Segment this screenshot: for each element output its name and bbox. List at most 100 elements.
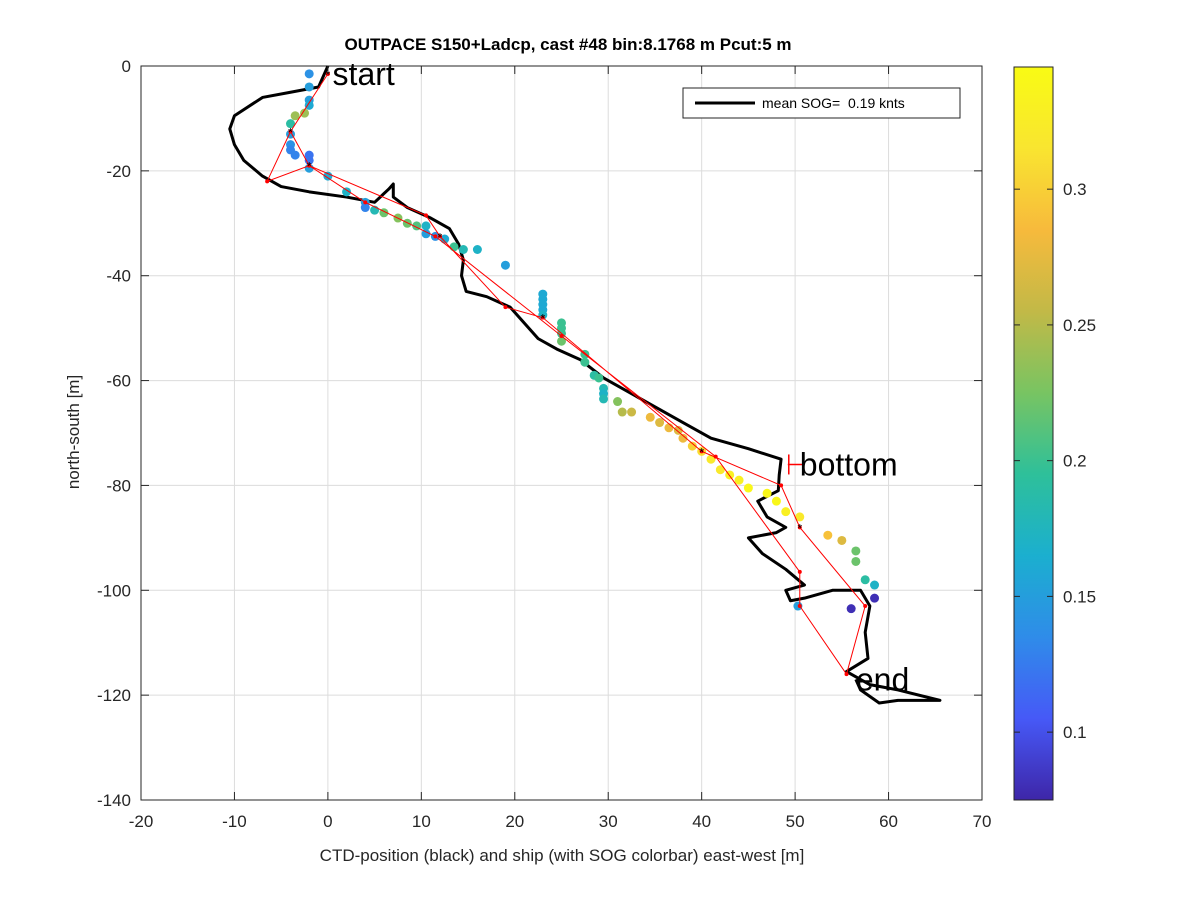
ship-sog-point	[617, 407, 627, 417]
bin-star-marker: *	[699, 445, 704, 459]
colorbar-tick-label: 0.2	[1063, 452, 1087, 471]
x-tick-label: 0	[323, 812, 332, 831]
start-annotation: start	[333, 56, 395, 92]
ship-sog-point	[613, 397, 623, 407]
bin-track-line	[266, 73, 866, 676]
x-tick-label: -20	[129, 812, 154, 831]
ship-sog-point	[449, 242, 459, 252]
colorbar-ticks: 0.1 0.15 0.2 0.25 0.3	[1014, 180, 1096, 742]
ship-sog-point	[837, 535, 847, 545]
y-tick-label: -100	[97, 581, 131, 600]
data-layer: * * * * * * *	[228, 65, 942, 705]
y-tick-label: -140	[97, 791, 131, 810]
end-annotation: end	[856, 661, 909, 697]
bin-track-point	[559, 334, 564, 339]
x-tick-label: 20	[505, 812, 524, 831]
bin-track-point	[797, 569, 802, 574]
ship-sog-point	[678, 433, 688, 443]
ship-sog-point	[500, 260, 510, 270]
y-tick-label: -40	[106, 267, 131, 286]
ship-sog-point	[846, 604, 856, 614]
bottom-annotation: bottom	[800, 446, 898, 482]
colorbar-tick-label: 0.15	[1063, 587, 1096, 606]
ship-sog-point	[870, 580, 880, 590]
colorbar: 0.1 0.15 0.2 0.25 0.3	[1013, 66, 1096, 801]
x-tick-label: 70	[973, 812, 992, 831]
colorbar-gradient	[1013, 66, 1054, 801]
bin-track-point	[438, 234, 443, 239]
ship-sog-point	[664, 423, 674, 433]
bin-star-marker: *	[540, 312, 545, 326]
ship-sog-point	[440, 234, 450, 244]
ship-sog-point	[870, 593, 880, 603]
ship-sog-point	[580, 357, 590, 367]
bin-star-marker: *	[797, 521, 802, 535]
legend[interactable]: mean SOG= 0.19 knts	[682, 87, 961, 119]
y-tick-label: -20	[106, 162, 131, 181]
legend-entry-label: mean SOG= 0.19 knts	[762, 95, 905, 111]
chart-title: OUTPACE S150+Ladcp, cast #48 bin:8.1768 …	[344, 35, 791, 54]
ship-sog-point	[421, 221, 431, 231]
ship-sog-point	[304, 82, 314, 92]
bin-track-point	[779, 483, 784, 488]
x-tick-label: 40	[692, 812, 711, 831]
ship-sog-point	[687, 441, 697, 451]
annotations: start bottom end	[333, 56, 910, 698]
ship-sog-point	[823, 530, 833, 540]
bin-track-point	[797, 525, 802, 530]
ship-sog-point	[557, 336, 566, 346]
colorbar-tick-label: 0.3	[1063, 180, 1087, 199]
ship-sog-point	[715, 465, 725, 475]
ship-sog-point	[594, 373, 604, 383]
ship-sog-point	[290, 150, 300, 160]
x-tick-label: 50	[786, 812, 805, 831]
bin-track-point	[540, 315, 545, 320]
bin-track-point	[863, 604, 868, 609]
y-tick-label: -80	[106, 476, 131, 495]
bin-star-marker: *	[326, 68, 331, 82]
ship-sog-point	[472, 245, 482, 254]
bin-track-point	[363, 200, 368, 205]
ship-sog-point	[286, 119, 296, 129]
ship-sog-point	[734, 475, 744, 485]
bin-star-marker: *	[307, 160, 312, 174]
ship-sog-point	[762, 488, 772, 498]
x-axis-label: CTD-position (black) and ship (with SOG …	[320, 846, 805, 865]
ship-sog-point	[706, 454, 716, 464]
y-tick-label: -120	[97, 686, 131, 705]
ship-sog-point	[290, 111, 300, 121]
bin-track-point	[288, 129, 293, 134]
ship-sog-point	[743, 483, 753, 493]
bin-track-point	[503, 305, 508, 310]
bin-star-marker: *	[288, 126, 293, 140]
ship-sog-point	[300, 108, 310, 118]
ship-sog-point	[342, 187, 352, 197]
ship-sog-point	[627, 407, 637, 417]
y-tick-label: 0	[122, 57, 131, 76]
ship-sog-point	[360, 203, 370, 213]
ship-sog-point	[458, 245, 468, 254]
axis-ticks: -20 -10 0 10 20 30 40 50 60 70-140-120-100-80-60-…	[97, 57, 991, 831]
bin-track-point	[699, 449, 704, 454]
ship-sog-point	[673, 425, 683, 435]
ship-sog-point	[781, 507, 791, 517]
x-tick-label: -10	[222, 812, 247, 831]
ship-sog-point	[304, 69, 314, 79]
y-tick-label: -60	[106, 372, 131, 391]
ship-sog-point	[304, 155, 314, 165]
bin-track-point	[844, 672, 849, 677]
ship-sog-point	[851, 546, 861, 556]
ship-sog-point	[421, 229, 431, 239]
ship-sog-point	[304, 100, 314, 110]
ship-sog-point	[645, 412, 655, 422]
ship-sog-point	[851, 556, 861, 566]
bin-track-point	[797, 604, 802, 609]
y-axis-label: north-south [m]	[64, 375, 83, 489]
bin-track-point	[433, 234, 438, 239]
bin-track-point	[424, 213, 429, 218]
ship-sog-point	[771, 496, 781, 506]
colorbar-tick-label: 0.25	[1063, 316, 1096, 335]
